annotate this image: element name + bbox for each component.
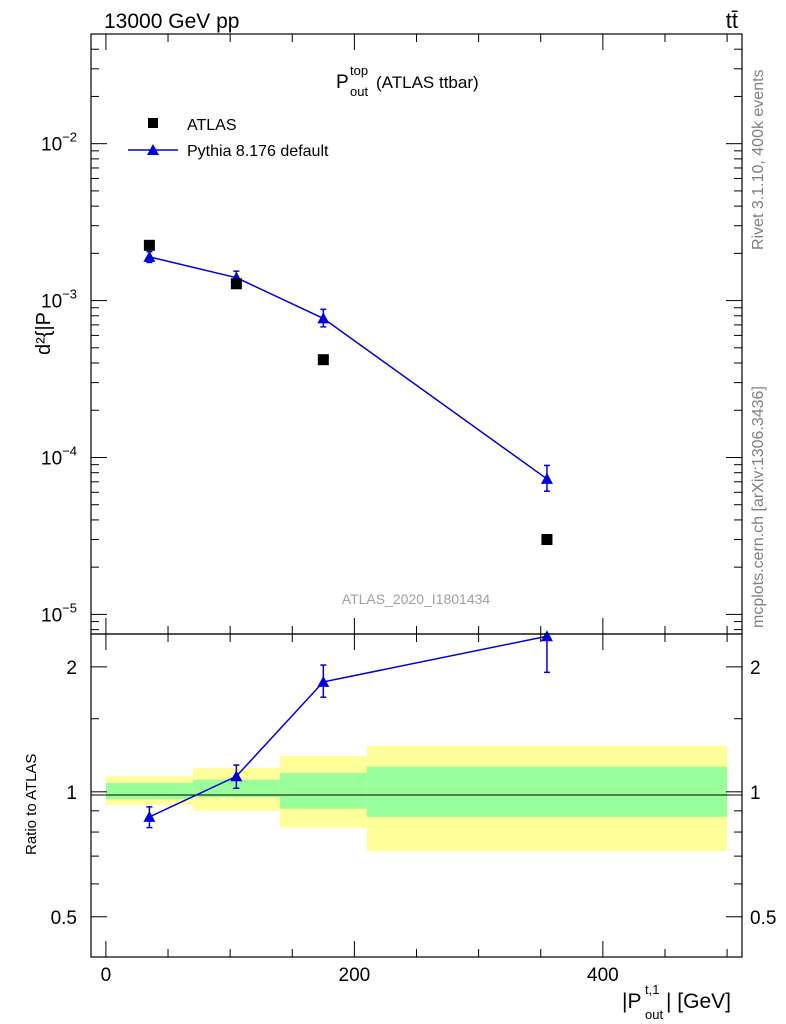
legend-mc-label: Pythia 8.176 default [187, 143, 329, 160]
x-tick-label: 0 [101, 965, 112, 986]
legend-data-label: ATLAS [187, 117, 237, 134]
ratio-y-tick-label-left: 0.5 [51, 908, 77, 929]
ratio-inner-band [366, 766, 728, 817]
ratio-mc-point [540, 630, 553, 642]
legend: ATLAS Pythia 8.176 default [128, 117, 329, 160]
main-y-tick-label: 10−5 [41, 600, 77, 626]
mcplots-label: mcplots.cern.ch [arXiv:1306.3436] [750, 386, 767, 628]
ratio-inner-band [105, 783, 193, 800]
ratio-y-tick-label-right: 0.5 [750, 908, 776, 929]
x-axis-label: |P t,1 out | [GeV] [622, 982, 731, 1022]
data-point [230, 278, 242, 290]
rivet-version-label: Rivet 3.1.10, 400k events [750, 69, 767, 250]
data-point [317, 354, 329, 366]
svg-text:P: P [336, 72, 349, 93]
ratio-y-axis: 0.5 0.5 1 1 2 2 [51, 658, 777, 929]
main-y-tick-label: 10−4 [41, 443, 77, 469]
main-y-axis: 10−5 10−4 10−3 10−2 [41, 33, 742, 631]
main-y-axis-label: d²{|P [33, 312, 55, 355]
process-label: tt̄ [726, 8, 738, 33]
mc-point [143, 250, 156, 262]
plot-title: P top out (ATLAS ttbar) [336, 63, 479, 99]
x-axis: 0 200 400 [101, 34, 728, 986]
ratio-y-tick-label-left: 1 [66, 783, 77, 804]
mc-point [540, 472, 553, 484]
main-y-tick-label: 10−2 [41, 130, 77, 156]
main-y-tick-label: 10−3 [41, 287, 77, 313]
svg-text:d²{|P: d²{|P [33, 312, 55, 355]
svg-text:out: out [645, 1007, 663, 1022]
analysis-label: ATLAS_2020_I1801434 [342, 591, 491, 607]
x-tick-label: 400 [587, 965, 619, 986]
main-plot-panel: 10−5 10−4 10−3 10−2 [41, 33, 743, 635]
ratio-inner-band [279, 773, 367, 809]
ratio-mc-point [317, 675, 330, 687]
svg-text:top: top [350, 63, 368, 78]
svg-text:t,1: t,1 [645, 982, 659, 997]
svg-text:(ATLAS ttbar): (ATLAS ttbar) [376, 73, 479, 92]
data-point [143, 239, 155, 251]
svg-text:out: out [350, 84, 368, 99]
ratio-y-tick-label-left: 2 [66, 658, 77, 679]
mc-point [317, 312, 330, 324]
ratio-y-tick-label-right: 1 [750, 783, 761, 804]
mc-series-line [149, 256, 548, 480]
energy-label: 13000 GeV pp [104, 10, 239, 33]
ratio-plot-panel: 0.5 0.5 1 1 2 2 [51, 630, 777, 958]
x-tick-label: 200 [339, 965, 371, 986]
ratio-mc-point [230, 770, 243, 782]
ratio-y-axis-label: Ratio to ATLAS [23, 754, 40, 855]
svg-text:|P: |P [622, 990, 641, 1013]
legend-data-marker [148, 118, 158, 128]
ratio-mc-point [143, 810, 156, 822]
legend-mc-marker [147, 144, 159, 155]
ratio-mc-line [149, 635, 548, 818]
data-point [541, 534, 553, 546]
ratio-y-tick-label-right: 2 [750, 658, 761, 679]
svg-text:| [GeV]: | [GeV] [666, 990, 731, 1013]
